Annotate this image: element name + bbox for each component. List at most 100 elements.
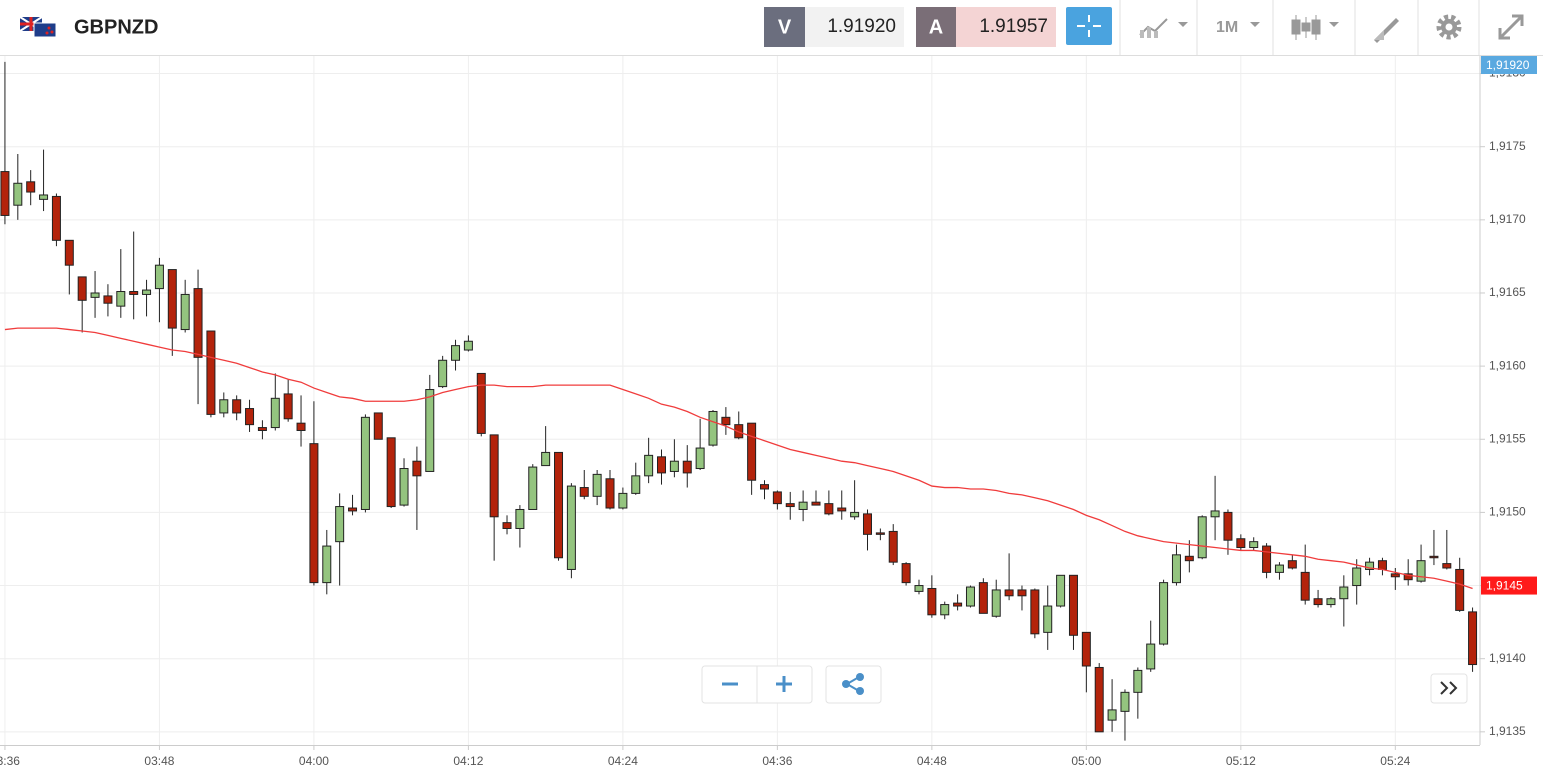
candle-body bbox=[1223, 511, 1233, 541]
candle-body bbox=[232, 399, 242, 414]
candle-body bbox=[695, 447, 705, 470]
candle-body bbox=[991, 589, 1001, 617]
candle-style-button[interactable] bbox=[1291, 15, 1339, 40]
y-tick-label: 1,9135 bbox=[1489, 724, 1526, 738]
candle-body bbox=[489, 434, 499, 518]
candle-body bbox=[1326, 598, 1336, 606]
scroll-to-end-button[interactable] bbox=[1430, 673, 1468, 704]
toolbar-separators bbox=[1119, 0, 1480, 55]
zoom-controls bbox=[701, 665, 813, 704]
candle-body bbox=[940, 604, 950, 616]
candle-body bbox=[219, 399, 229, 414]
candle-body bbox=[592, 473, 602, 497]
candle-body bbox=[1313, 598, 1323, 606]
x-tick-label: 05:24 bbox=[1380, 754, 1410, 768]
candle-body bbox=[348, 507, 358, 512]
candle-body bbox=[296, 422, 306, 431]
candle-body bbox=[657, 456, 667, 474]
candle-body bbox=[850, 511, 860, 518]
candle-body bbox=[451, 345, 461, 361]
grid bbox=[0, 56, 1480, 745]
chart-type-button[interactable] bbox=[1139, 18, 1188, 38]
candle-body bbox=[708, 410, 718, 446]
candle-body bbox=[875, 532, 885, 535]
candle-body bbox=[1030, 589, 1040, 635]
candle-body bbox=[193, 288, 203, 358]
candle-body bbox=[386, 437, 396, 508]
candle-body bbox=[103, 295, 113, 304]
candle-body bbox=[438, 359, 448, 388]
candle-body bbox=[1017, 589, 1027, 597]
crosshair-button[interactable] bbox=[1066, 7, 1112, 45]
candle-body bbox=[953, 602, 963, 607]
drawing-button[interactable] bbox=[1374, 18, 1399, 43]
candle-body bbox=[914, 585, 924, 592]
candle-body bbox=[862, 513, 872, 535]
candle-body bbox=[116, 291, 126, 307]
candle-body bbox=[1081, 631, 1091, 667]
candle-body bbox=[605, 478, 615, 509]
candle-body bbox=[309, 443, 319, 584]
x-tick-label: 05:00 bbox=[1071, 754, 1101, 768]
candle-body bbox=[399, 468, 409, 506]
candle-body bbox=[335, 506, 345, 543]
candle-body bbox=[1287, 560, 1297, 569]
candle-body bbox=[1043, 605, 1053, 633]
y-tick-label: 1,9155 bbox=[1489, 431, 1526, 445]
candle-body bbox=[1210, 510, 1220, 518]
timeframe-button[interactable]: 1M bbox=[1216, 19, 1260, 36]
candle-body bbox=[129, 291, 139, 295]
sell-label: V bbox=[778, 16, 792, 38]
price-label: 1,91920 bbox=[1486, 58, 1530, 72]
candle-body bbox=[759, 484, 769, 490]
y-tick-label: 1,9160 bbox=[1489, 358, 1526, 372]
y-tick-label: 1,9175 bbox=[1489, 139, 1526, 153]
candle-body bbox=[901, 563, 911, 584]
buy-button[interactable]: A 1.91957 bbox=[916, 7, 1056, 47]
candle-body bbox=[528, 466, 538, 510]
candle-body bbox=[837, 507, 847, 512]
candle-body bbox=[13, 182, 23, 206]
candle-body bbox=[1184, 555, 1194, 562]
candle-body bbox=[579, 487, 589, 497]
flag-icon bbox=[19, 16, 57, 38]
x-tick-label: 04:12 bbox=[453, 754, 483, 768]
candle-body bbox=[1236, 538, 1246, 549]
candle-body bbox=[1068, 574, 1078, 636]
candle-body bbox=[888, 530, 898, 563]
candle-body bbox=[1300, 571, 1310, 601]
candle-body bbox=[1365, 561, 1375, 570]
share-button[interactable] bbox=[825, 665, 882, 704]
candle-body bbox=[502, 522, 512, 529]
candle-body bbox=[180, 293, 190, 331]
candle-body bbox=[682, 460, 692, 474]
candle-body bbox=[811, 501, 821, 506]
candle-body bbox=[154, 264, 164, 290]
price-label: 1,9145 bbox=[1486, 579, 1523, 593]
y-tick-label: 1,9150 bbox=[1489, 505, 1526, 519]
x-tick-label: 04:24 bbox=[608, 754, 638, 768]
candle-body bbox=[206, 330, 216, 415]
candle-body bbox=[463, 340, 473, 351]
candle-body bbox=[1468, 611, 1478, 666]
candle-body bbox=[1262, 545, 1272, 573]
sell-button[interactable]: V 1.91920 bbox=[764, 7, 904, 47]
timeframe: 1M bbox=[1216, 19, 1238, 36]
candle-body bbox=[1274, 564, 1284, 573]
zoom-in-button[interactable] bbox=[776, 676, 792, 692]
candle-body bbox=[77, 276, 87, 301]
candle-body bbox=[541, 451, 551, 467]
candle-body bbox=[734, 424, 744, 439]
candle-body bbox=[1429, 555, 1439, 559]
candle-body bbox=[1004, 589, 1014, 597]
symbol: GBPNZD bbox=[74, 16, 158, 38]
candle-body bbox=[373, 412, 383, 440]
candle-body bbox=[1056, 574, 1066, 607]
candle-body bbox=[644, 454, 654, 477]
candle-body bbox=[631, 475, 641, 494]
candle-body bbox=[270, 397, 280, 429]
fullscreen-button[interactable] bbox=[1498, 14, 1524, 40]
settings-button[interactable] bbox=[1436, 14, 1462, 40]
